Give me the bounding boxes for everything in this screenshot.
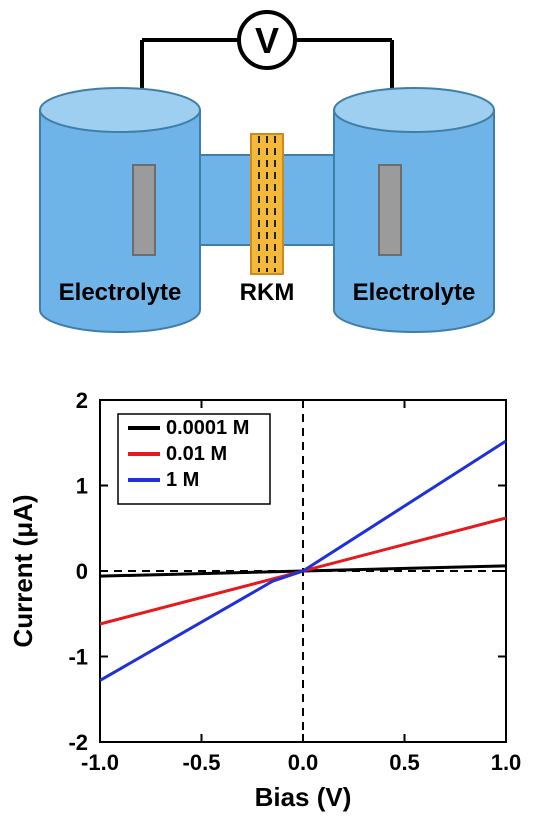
- svg-text:1.0: 1.0: [491, 750, 522, 775]
- svg-text:-0.5: -0.5: [183, 750, 221, 775]
- svg-text:-1: -1: [68, 645, 88, 670]
- right-electrode: [379, 165, 401, 255]
- legend-label: 0.01 M: [166, 443, 227, 465]
- rkm-membrane: [251, 134, 283, 274]
- svg-text:1: 1: [76, 474, 88, 499]
- left-electrolyte-label: Electrolyte: [59, 279, 182, 306]
- y-axis-label: Current (μA): [8, 494, 38, 647]
- svg-text:2: 2: [76, 388, 88, 413]
- svg-text:0.0: 0.0: [288, 750, 319, 775]
- voltmeter-label: V: [255, 20, 279, 61]
- legend-label: 0.0001 M: [166, 417, 249, 439]
- rkm-label: RKM: [240, 279, 295, 306]
- left-electrode: [133, 165, 155, 255]
- x-axis-label: Bias (V): [255, 782, 352, 812]
- svg-text:-2: -2: [68, 730, 88, 755]
- iv-chart: -1.0-0.50.00.51.0-2-1012Bias (V)Current …: [0, 380, 534, 824]
- legend-label: 1 M: [166, 469, 199, 491]
- schematic-diagram: V Electrolyte RKM Electrolyte: [0, 0, 534, 380]
- voltmeter-icon: V: [239, 12, 295, 68]
- right-electrolyte-label: Electrolyte: [353, 279, 476, 306]
- svg-text:0: 0: [76, 559, 88, 584]
- svg-text:0.5: 0.5: [389, 750, 420, 775]
